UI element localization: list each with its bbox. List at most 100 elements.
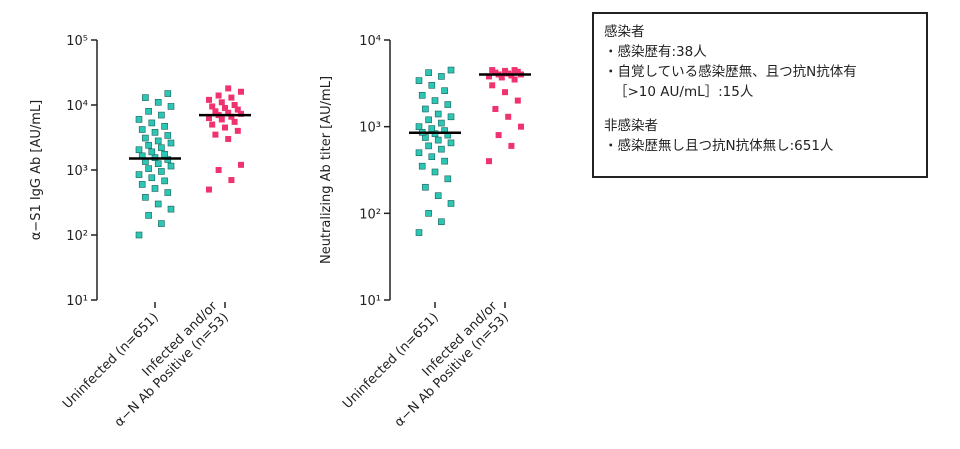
data-point [511,76,518,83]
data-point [154,99,162,106]
data-point [209,121,216,128]
data-point [428,153,436,161]
data-point [438,119,445,127]
data-point [498,74,505,81]
data-point [154,137,162,145]
data-point [135,231,143,239]
data-point [425,142,432,150]
legend-heading: 非感染者 [604,118,658,134]
data-point [142,134,149,142]
data-point [222,104,228,111]
data-point [142,94,149,101]
legend-box: 感染者 ・感染歴有:38人 ・自覚している感染歴無、且つ抗N抗体有 ［>10 A… [592,12,928,178]
y-tick-label: 10¹ [66,294,88,309]
data-point [158,220,165,227]
data-point [502,67,508,74]
data-point [148,148,156,156]
data-point [151,185,159,192]
y-tick-label: 10⁴ [359,34,381,49]
y-tick-label: 10³ [359,121,381,136]
data-point [238,161,244,168]
data-point [234,127,241,134]
data-point [218,99,225,106]
legend-heading: 感染者 [604,24,645,40]
data-point [145,107,152,115]
data-point [167,139,175,147]
data-point [231,118,238,125]
data-point [508,142,515,149]
legend-line: ［>10 AU/mL］:15人 [614,84,754,100]
data-point [425,116,432,124]
data-point [161,177,168,185]
data-point [434,110,442,118]
data-point [154,200,162,208]
data-point [447,200,455,207]
data-point [218,116,225,123]
y-tick-label: 10⁵ [66,34,88,49]
data-point [486,158,492,165]
data-point [518,123,524,130]
data-point [164,132,172,139]
data-point [418,92,426,99]
data-point [145,165,152,172]
data-point [434,192,442,199]
legend-line: ・感染歴無し且つ抗N抗体無し:651人 [604,138,834,154]
data-point [135,116,143,123]
data-point [431,168,439,176]
data-point [514,97,521,104]
data-point [151,129,159,136]
data-point [158,144,165,152]
data-point [161,123,168,130]
data-point [441,87,448,95]
data-point [228,177,235,184]
data-point [415,77,423,84]
x-tick-label: α−N Ab Positive (n=53) [392,310,512,430]
x-tick-label-group: Infected and/orα−N Ab Positive (n=53) [392,298,512,430]
data-point [228,94,235,101]
data-point [161,150,168,158]
data-point [234,106,241,113]
x-tick-label: α−N Ab Positive (n=53) [112,310,232,430]
data-point [489,82,496,89]
data-point [489,67,496,74]
data-point [135,146,143,154]
data-point [502,89,508,96]
data-point [215,92,222,99]
data-point [206,96,212,103]
data-point [145,141,152,149]
data-point [447,66,455,74]
data-point [415,123,423,130]
legend-line: ・感染歴有:38人 [604,44,707,60]
data-point [495,132,502,139]
data-point [238,88,244,95]
data-point [212,131,219,138]
data-point [415,149,423,157]
data-point [215,167,222,173]
data-point [415,229,423,236]
data-point [505,113,512,120]
y-tick-label: 10¹ [359,294,381,309]
data-point [438,218,445,226]
data-point [225,85,232,92]
data-point [158,168,165,175]
data-point [206,115,212,122]
data-point [138,181,146,188]
y-axis-label: Neutralizing Ab titer [AU/mL] [319,76,334,264]
data-point [447,139,455,147]
data-point [164,90,172,97]
data-point [206,186,212,193]
data-point [138,126,146,133]
data-point [145,212,152,219]
data-point [167,205,175,213]
data-point [135,171,143,178]
data-point [438,145,445,153]
data-point [441,157,448,165]
data-point [486,73,492,80]
data-point [447,113,455,121]
data-point [422,183,429,191]
data-point [428,125,436,132]
data-point [418,162,426,170]
legend-line: ・自覚している感染歴無、且つ抗N抗体有 [604,64,857,80]
